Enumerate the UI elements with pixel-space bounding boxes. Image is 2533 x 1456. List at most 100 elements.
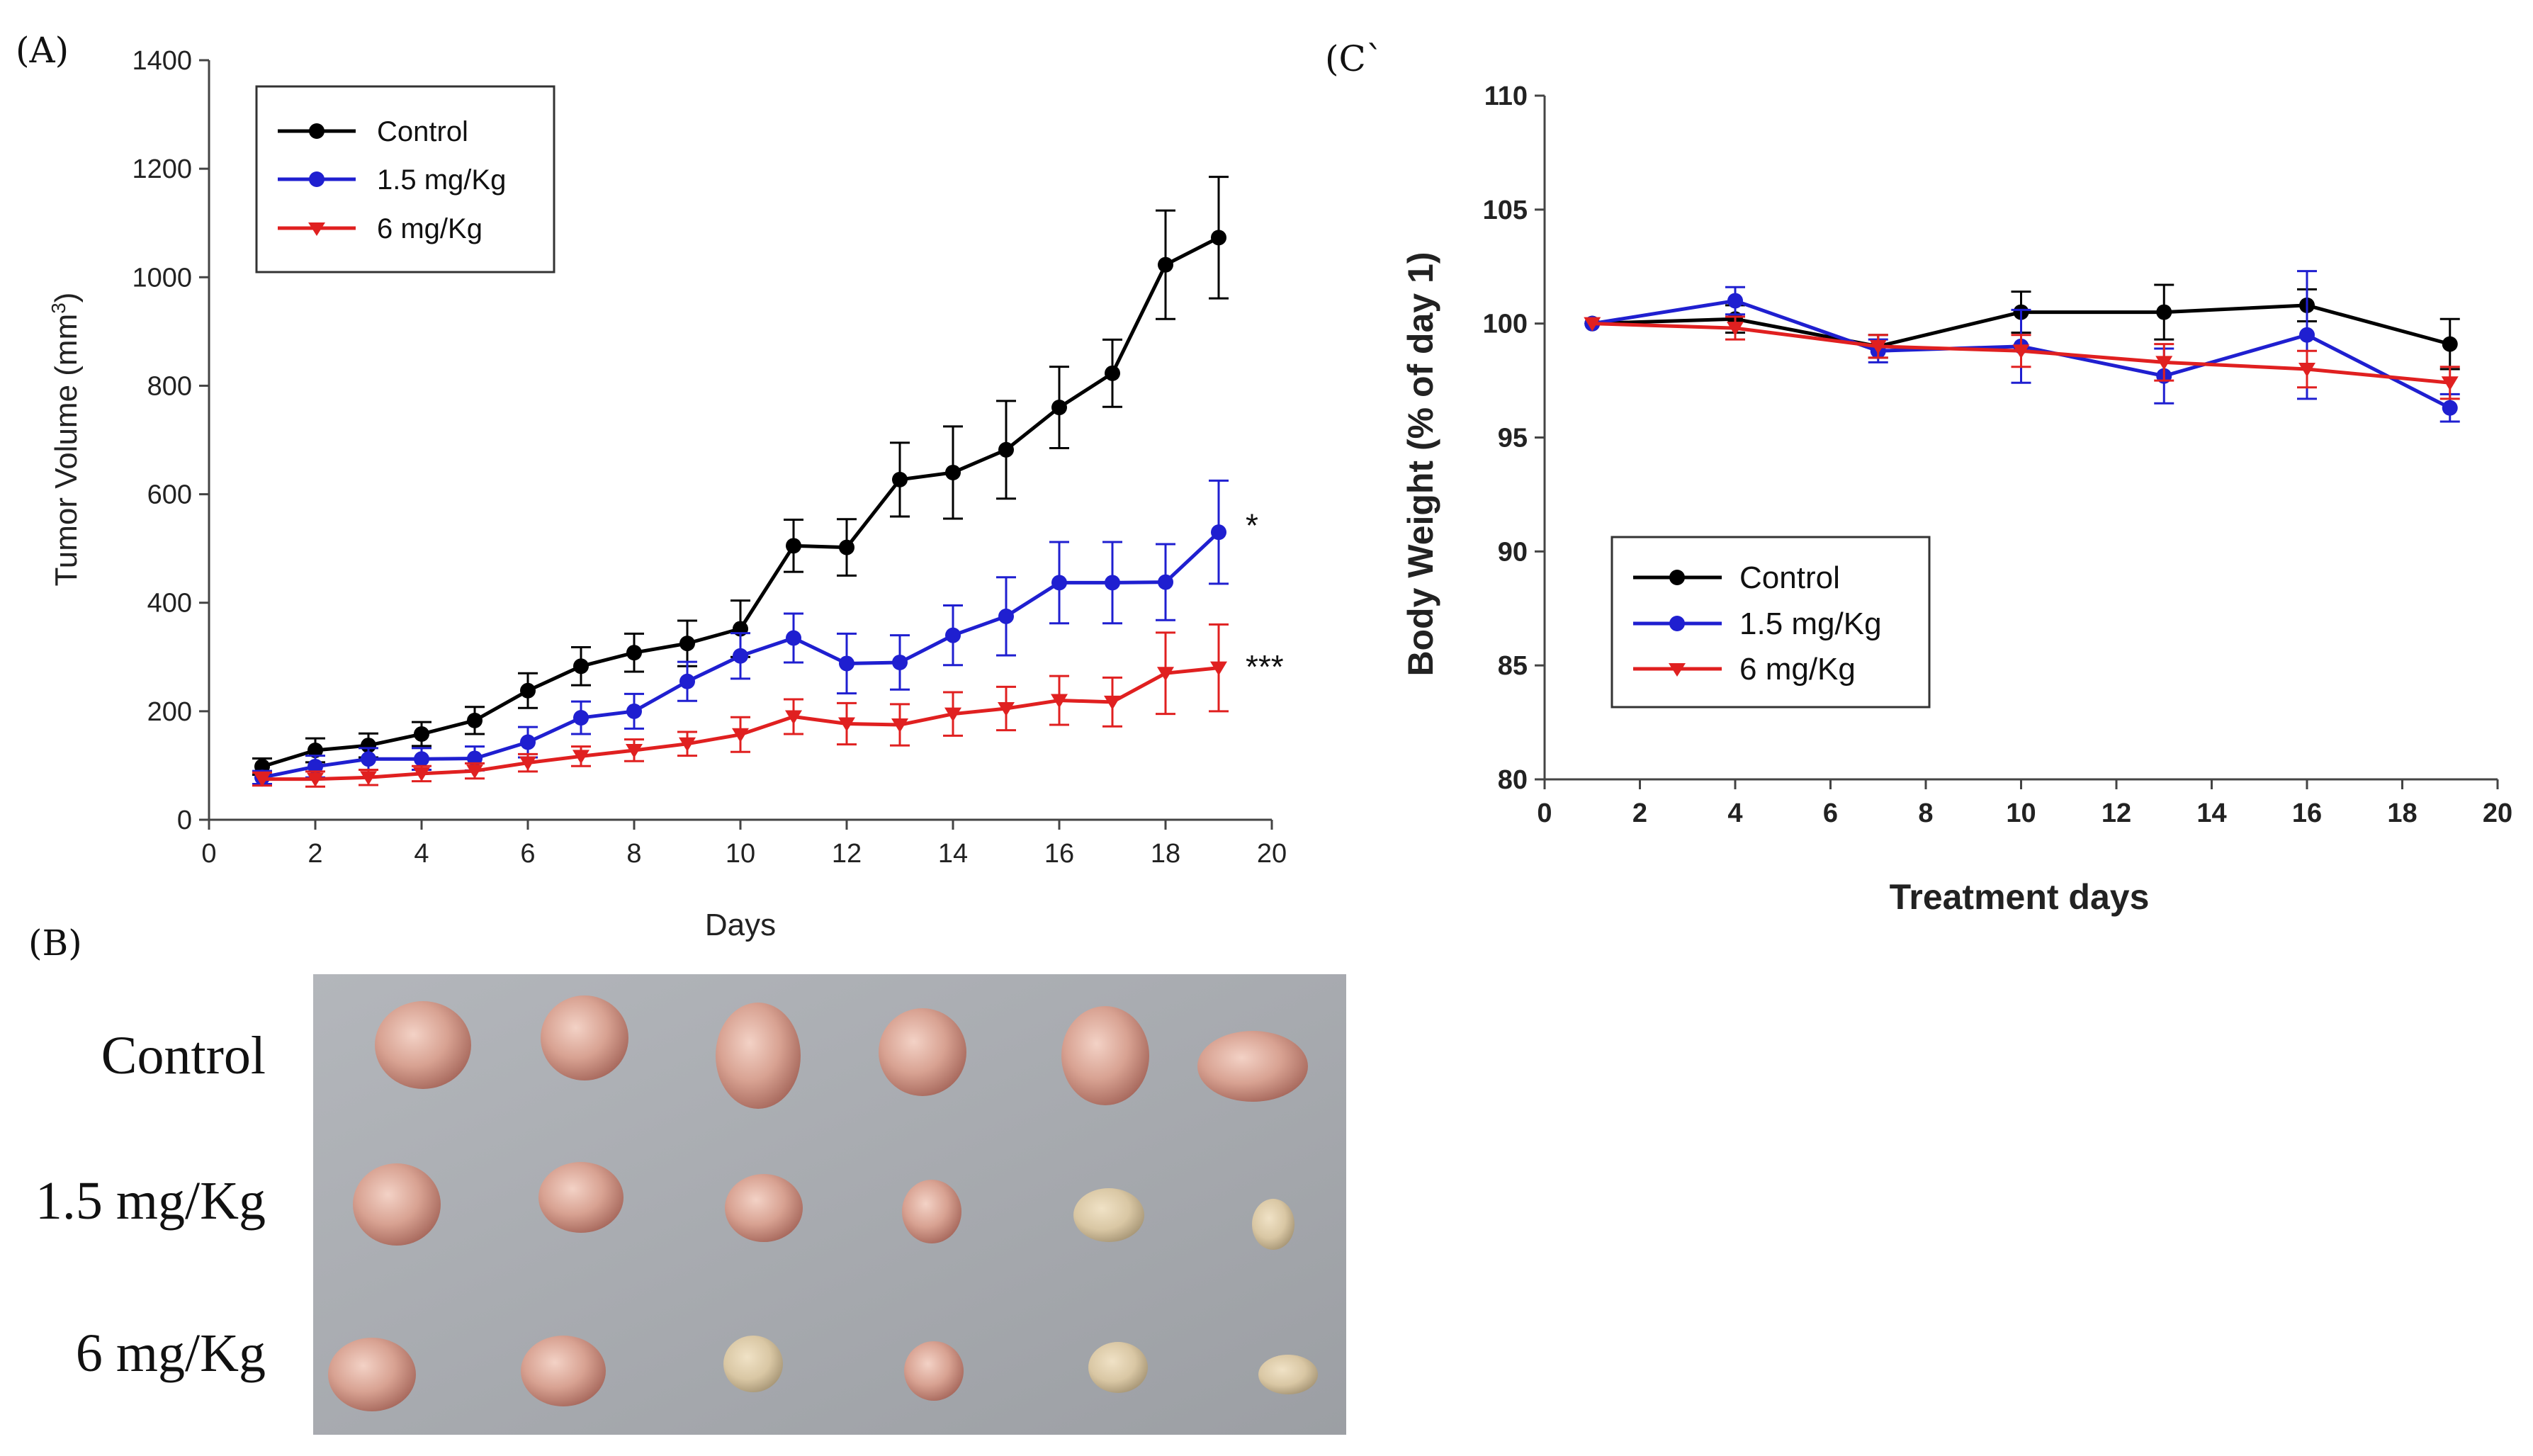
chart-a-annotation-triple-star: *** [1246, 648, 1284, 685]
chart-a-data-point [998, 702, 1015, 717]
chart-a-ylabel-close: ) [49, 293, 84, 303]
chart-a-legend-item-control: Control [278, 116, 468, 147]
chart-a-legend-label-6: 6 mg/Kg [377, 213, 483, 244]
tumor-sample [725, 1174, 803, 1242]
chart-a-series-2 [252, 623, 1229, 788]
chart-c-legend-label-1-5: 1.5 mg/Kg [1739, 606, 1882, 641]
photo-background [313, 974, 1346, 1435]
chart-a-data-point [679, 636, 695, 652]
tumor-sample [1088, 1342, 1148, 1393]
chart-a-y-tick-label: 400 [147, 589, 192, 619]
chart-a-data-point [626, 703, 642, 719]
chart-c-x-tick-label: 8 [1918, 798, 1933, 828]
panel-label-c: (C` [1325, 38, 1384, 79]
chart-c-data-point [2442, 400, 2458, 416]
chart-a-x-tick-label: 20 [1257, 839, 1287, 869]
chart-c-data-point [2155, 356, 2173, 371]
chart-a-data-point [361, 738, 376, 754]
chart-c-data-point [1869, 339, 1887, 354]
chart-a-y-tick-label: 200 [147, 697, 192, 727]
chart-a-data-point [308, 742, 323, 758]
legend-marker-1-5 [309, 171, 325, 187]
chart-c-ylabel: Body Weight (% of day 1) [1401, 252, 1440, 676]
tumor-sample [716, 1003, 801, 1109]
chart-c-legend-item-1-5: 1.5 mg/Kg [1633, 606, 1882, 641]
chart-c-x-tick-label: 20 [2483, 798, 2512, 828]
chart-a-data-point [838, 717, 855, 732]
tumor-sample [375, 1001, 471, 1089]
chart-a-data-point [839, 539, 854, 555]
chart-c-legend-item-6: 6 mg/Kg [1633, 652, 1856, 687]
chart-a-series-line [261, 236, 1220, 769]
chart-a-y-tick-label: 800 [147, 371, 192, 401]
chart-c-data-point [1727, 293, 1743, 309]
chart-a-data-point [307, 772, 324, 787]
chart-a-legend: Control 1.5 mg/Kg 6 mg/Kg [255, 85, 555, 273]
chart-c-data-point [2298, 363, 2315, 377]
chart-a-x-tick-label: 8 [626, 839, 641, 869]
chart-c-data-point [2442, 336, 2458, 352]
chart-a-x-tick-label: 0 [201, 839, 216, 869]
chart-a-x-tick-label: 4 [414, 839, 429, 869]
tumor-sample [1197, 1031, 1308, 1102]
chart-a-data-point [679, 737, 696, 752]
chart-c-legend-label-control: Control [1739, 560, 1840, 595]
tumor-sample [1252, 1199, 1294, 1250]
chart-a-data-point [785, 710, 802, 725]
chart-a-data-point [891, 718, 908, 733]
chart-a-data-point [573, 710, 589, 726]
chart-a-x-tick-label: 2 [308, 839, 322, 869]
chart-a-data-point [892, 654, 908, 670]
chart-a-ylabel-sup: 3 [47, 303, 69, 314]
chart-c-legend-item-control: Control [1633, 560, 1840, 595]
chart-a-tumor-volume: 0 200 400 600 800 1000 1200 1400 0 2 4 6 8 10 12 14 16 18… [47, 46, 1287, 942]
tumor-sample [879, 1008, 966, 1096]
chart-a-data-point [1210, 661, 1227, 676]
panel-label-b: (B) [28, 922, 82, 964]
chart-c-legend-label-6: 6 mg/Kg [1739, 652, 1856, 687]
chart-c-axes: 80 85 90 95 100 105 110 0 2 4 6 8 10 12 14 16 18 20 [1483, 81, 2513, 828]
chart-a-data-point [573, 658, 589, 675]
chart-a-data-point [1157, 667, 1174, 682]
chart-a-legend-item-1-5: 1.5 mg/Kg [278, 164, 506, 196]
chart-c-y-tick-label: 100 [1483, 310, 1528, 339]
chart-a-x-tick-label: 12 [832, 839, 862, 869]
chart-c-legend: Control 1.5 mg/Kg 6 mg/Kg [1610, 536, 1931, 709]
tumor-sample [902, 1180, 961, 1243]
chart-c-series-2 [1584, 315, 2460, 400]
chart-a-data-point [520, 734, 536, 750]
chart-a-data-point [679, 673, 695, 689]
chart-c-data-point [2156, 304, 2172, 320]
chart-a-x-tick-label: 18 [1151, 839, 1180, 869]
chart-c-x-tick-label: 16 [2292, 798, 2322, 828]
chart-a-data-point [254, 772, 271, 787]
chart-a-data-point [520, 682, 536, 699]
chart-a-data-point [839, 655, 854, 672]
chart-c-y-tick-label: 80 [1498, 765, 1528, 795]
tumor-sample [541, 995, 628, 1080]
chart-a-x-tick-label: 16 [1044, 839, 1074, 869]
tumor-sample [353, 1163, 441, 1246]
tumor-sample [1258, 1355, 1318, 1394]
photo-row-label-1-5: 1.5 mg/Kg [35, 1171, 266, 1231]
chart-a-data-point [572, 750, 589, 764]
chart-a-x-tick-label: 14 [938, 839, 968, 869]
chart-a-data-point [1051, 400, 1067, 416]
chart-c-data-point [1584, 317, 1601, 332]
chart-a-legend-label-control: Control [377, 116, 468, 147]
legend-c-marker-control [1669, 570, 1685, 585]
chart-a-data-point [998, 441, 1014, 458]
chart-c-x-tick-label: 6 [1823, 798, 1838, 828]
chart-a-y-tick-label: 0 [177, 806, 192, 835]
chart-a-xlabel: Days [705, 908, 776, 942]
chart-a-axes: 0 200 400 600 800 1000 1200 1400 0 2 4 6 8 10 12 14 16 18… [132, 46, 1287, 869]
chart-a-data-point [626, 645, 642, 661]
chart-a-data-point [892, 471, 908, 487]
chart-a-x-tick-label: 10 [726, 839, 755, 869]
panel-b-photo: Control 1.5 mg/Kg 6 mg/Kg [35, 974, 1346, 1435]
chart-c-data-point [2299, 327, 2315, 343]
chart-a-y-tick-label: 1200 [132, 154, 192, 184]
tumor-sample [521, 1336, 606, 1406]
chart-a-annotation-single-star: * [1246, 507, 1258, 544]
